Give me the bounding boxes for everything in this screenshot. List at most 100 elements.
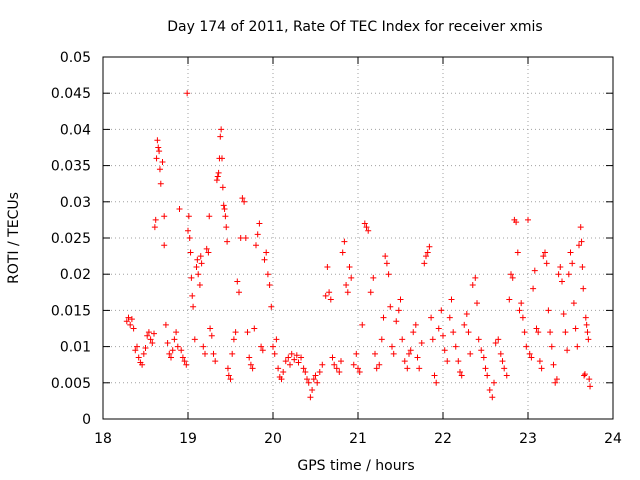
data-point	[166, 350, 173, 357]
data-point	[450, 329, 457, 336]
data-point	[205, 249, 212, 256]
data-point	[185, 213, 192, 220]
x-tick-label: 23	[519, 431, 537, 447]
data-point	[210, 350, 217, 357]
data-point	[125, 314, 132, 321]
data-point	[492, 339, 499, 346]
data-point	[244, 329, 251, 336]
data-point	[509, 274, 516, 281]
data-point	[239, 195, 246, 202]
data-point	[380, 314, 387, 321]
data-point	[212, 358, 219, 365]
data-point	[355, 365, 361, 372]
data-point	[263, 249, 270, 256]
axis-ticks	[102, 56, 614, 420]
data-point	[564, 347, 571, 354]
data-point	[316, 368, 323, 375]
data-point	[293, 352, 300, 359]
data-point	[154, 137, 161, 144]
data-point	[237, 235, 244, 241]
data-point	[219, 184, 226, 191]
data-point	[195, 271, 202, 278]
data-point	[256, 220, 263, 227]
data-point	[370, 274, 377, 281]
data-point	[489, 394, 496, 401]
data-point	[540, 253, 547, 260]
data-point	[151, 224, 158, 231]
data-point	[574, 343, 581, 350]
data-point	[560, 311, 567, 318]
data-point	[336, 368, 343, 375]
data-point	[152, 216, 159, 223]
data-point	[298, 354, 305, 361]
data-point	[309, 387, 316, 394]
data-point	[191, 336, 198, 343]
data-point	[428, 314, 435, 321]
data-point	[271, 350, 278, 357]
data-point	[285, 354, 292, 361]
data-point	[530, 285, 537, 292]
data-point	[577, 224, 584, 231]
data-point	[339, 249, 346, 256]
data-point	[578, 238, 585, 245]
data-point	[550, 361, 557, 368]
data-point	[326, 289, 333, 296]
data-point	[503, 372, 510, 379]
data-point	[169, 347, 176, 354]
data-point	[174, 343, 181, 350]
data-point	[519, 314, 526, 321]
data-point	[346, 263, 353, 270]
data-point	[291, 356, 298, 363]
y-tick-labels: 0 0.005 0.01 0.015 0.02 0.025 0.03 0.035 0.04 0.0…	[51, 50, 91, 428]
data-point	[580, 285, 587, 292]
data-point	[474, 300, 480, 307]
data-point	[448, 296, 455, 303]
data-point	[190, 303, 197, 310]
data-point	[356, 368, 363, 375]
data-point	[305, 379, 312, 386]
data-point	[383, 260, 390, 267]
x-tick-label: 19	[179, 431, 197, 447]
data-point	[221, 206, 228, 213]
data-point	[581, 372, 588, 379]
data-point	[324, 263, 331, 270]
data-point	[247, 361, 254, 368]
data-point	[373, 365, 380, 372]
data-point	[258, 343, 265, 350]
data-point	[480, 354, 487, 361]
data-point	[461, 321, 468, 328]
data-point	[254, 231, 261, 238]
data-point	[249, 365, 256, 372]
data-point	[457, 368, 463, 375]
data-point	[304, 376, 310, 383]
data-point	[219, 155, 225, 162]
data-point	[585, 336, 592, 343]
data-point	[242, 235, 249, 241]
data-point	[268, 303, 275, 310]
data-point	[206, 213, 213, 220]
data-point	[582, 314, 589, 321]
data-point	[288, 350, 295, 357]
data-point	[178, 347, 185, 354]
data-point	[147, 336, 154, 343]
data-point	[168, 354, 174, 361]
data-point	[198, 260, 205, 267]
data-point	[431, 372, 438, 379]
data-point	[395, 307, 402, 314]
data-point	[253, 242, 259, 249]
data-point	[533, 325, 540, 332]
data-point	[557, 263, 564, 270]
data-point	[579, 263, 586, 270]
data-point	[181, 358, 188, 365]
data-point	[139, 361, 146, 368]
data-point	[542, 249, 548, 256]
data-point	[555, 271, 562, 278]
data-point	[300, 365, 307, 372]
data-point	[230, 336, 237, 343]
data-point	[149, 339, 156, 346]
data-point	[572, 325, 579, 332]
data-point	[497, 350, 504, 357]
data-point	[353, 350, 360, 357]
data-point	[399, 336, 406, 343]
data-point	[547, 329, 554, 336]
